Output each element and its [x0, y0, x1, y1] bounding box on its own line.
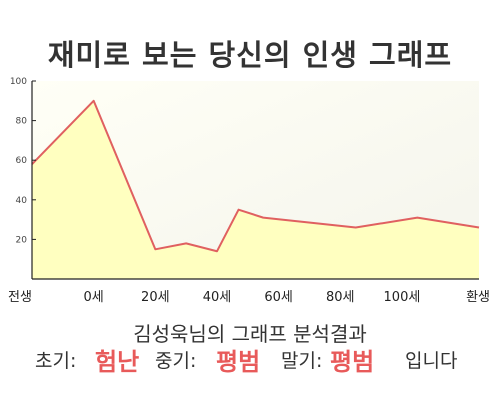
- late-label: 말기:: [281, 350, 323, 372]
- page-title: 재미로 보는 당신의 인생 그래프: [47, 38, 453, 72]
- x-tick-label: 80세: [326, 290, 355, 305]
- late-value: 평범: [330, 348, 375, 376]
- result-title: 김성욱님의 그래프 분석결과: [133, 322, 367, 346]
- life-line: [31, 99, 480, 253]
- x-tick-label: 100세: [384, 290, 421, 305]
- x-tick-label: 60세: [264, 290, 293, 305]
- mid-value: 평범: [216, 348, 261, 376]
- x-tick-label: 전생: [8, 290, 32, 305]
- y-tick-label: 20: [16, 235, 28, 245]
- x-tick-label: 20세: [141, 290, 170, 305]
- early-label: 초기:: [35, 350, 77, 372]
- y-tick-label: 80: [16, 117, 28, 127]
- x-tick-label: 0세: [84, 290, 104, 305]
- y-tick-label: 40: [16, 196, 28, 206]
- early-value: 험난: [95, 348, 140, 376]
- life-area-fill: [32, 100, 479, 279]
- y-tick-label: 60: [16, 156, 28, 166]
- y-tick-label: 100: [10, 77, 27, 87]
- summary-suffix: 입니다: [405, 350, 458, 372]
- life-graph-chart: 20 40 60 80 100 전생 0세 20세 40세 60세 80세 100세 환생: [8, 77, 490, 305]
- mid-label: 중기:: [155, 350, 197, 372]
- x-tick-label: 40세: [203, 290, 232, 305]
- x-tick-label: 환생: [466, 290, 490, 305]
